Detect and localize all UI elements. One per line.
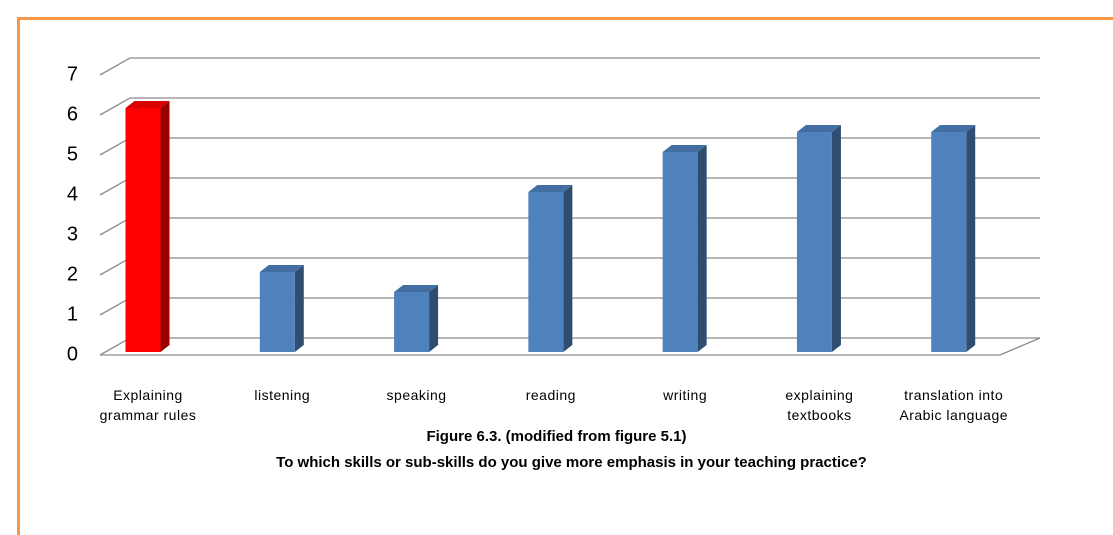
y-tick-label: 7: [67, 63, 78, 85]
bar-side: [966, 125, 976, 352]
x-tick-label: explaining textbooks: [785, 387, 854, 423]
bar: [394, 292, 430, 352]
bar-top: [662, 145, 707, 152]
x-tick-label: translation into Arabic language: [899, 387, 1009, 423]
x-tick-label: writing: [663, 387, 708, 403]
bar: [931, 132, 967, 352]
grid-line: [99, 97, 131, 116]
grid-line: [99, 217, 131, 236]
x-tick-label: speaking: [386, 387, 447, 403]
bar: [662, 152, 698, 352]
caption: Figure 6.3. (modified from figure 5.1): [426, 428, 687, 445]
grid-line: [99, 57, 131, 76]
grid-line: [99, 297, 131, 316]
y-tick-label: 1: [67, 303, 78, 325]
bar: [796, 132, 832, 352]
y-tick-label: 2: [67, 263, 78, 285]
grid-line: [99, 337, 131, 356]
x-tick-label: listening: [254, 387, 311, 403]
bar-side: [831, 125, 841, 352]
y-tick-label: 4: [67, 183, 78, 205]
bar-top: [259, 265, 304, 272]
bar-top: [528, 185, 573, 192]
bar: [259, 272, 295, 352]
y-tick-label: 0: [67, 343, 78, 365]
bar-side: [160, 101, 170, 352]
bar-top: [394, 285, 439, 292]
x-tick-label: reading: [525, 387, 576, 403]
bar: [125, 108, 161, 352]
x-tick-label: Explaining grammar rules: [99, 387, 197, 423]
y-tick-label: 5: [67, 143, 78, 165]
grid-line: [99, 177, 131, 196]
floor: [100, 337, 1041, 356]
bar: [528, 192, 564, 352]
bar-side: [697, 145, 707, 352]
bar-side: [563, 185, 573, 352]
frame: [17, 17, 1113, 535]
y-tick-label: 3: [67, 223, 78, 245]
grid-line: [99, 257, 131, 276]
bar-top: [931, 125, 976, 132]
bar-side: [294, 265, 304, 352]
y-tick-label: 6: [67, 103, 78, 125]
bar-side: [429, 285, 439, 352]
grid-line: [99, 137, 131, 156]
caption: To which skills or sub-skills do you giv…: [276, 454, 867, 471]
bar-top: [796, 125, 841, 132]
bar-top: [125, 101, 170, 108]
